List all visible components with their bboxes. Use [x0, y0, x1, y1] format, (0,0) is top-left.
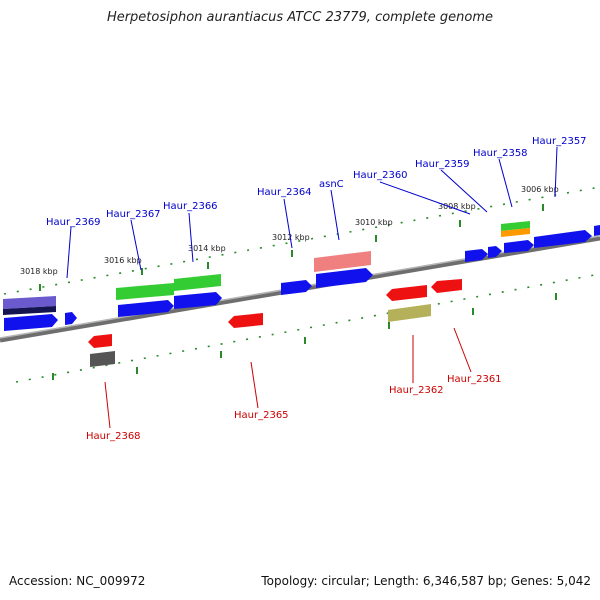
label-haur-2359[interactable]: Haur_2359 [415, 159, 470, 170]
gene-asnc[interactable] [316, 268, 373, 288]
label-haur-2362[interactable]: Haur_2362 [389, 385, 444, 396]
lower-tick-track [15, 273, 600, 383]
ruler-label-3010: 3010 kbp [355, 218, 393, 227]
gene-haur-2358[interactable] [504, 240, 534, 253]
ruler-label-3006: 3006 kbp [521, 185, 559, 194]
gene-haur-2362-olive[interactable] [388, 304, 431, 322]
gene-haur-2359[interactable] [488, 246, 502, 258]
gene-small-blue[interactable] [65, 312, 77, 325]
label-haur-2357[interactable]: Haur_2357 [532, 136, 587, 147]
label-leaders [66, 146, 558, 429]
ruler-label-3008: 3008 kbp [438, 202, 476, 211]
label-haur-2365[interactable]: Haur_2365 [234, 410, 289, 421]
gene-haur-2358-orange[interactable] [501, 228, 530, 237]
label-haur-2368[interactable]: Haur_2368 [86, 431, 141, 442]
label-haur-2360[interactable]: Haur_2360 [353, 170, 408, 181]
map-title: Herpetosiphon aurantiacus ATCC 23779, co… [106, 10, 494, 25]
gene-labels: Haur_2369 Haur_2367 Haur_2366 Haur_2364 … [46, 136, 587, 442]
forward-genes [3, 221, 600, 331]
ruler-label-3018: 3018 kbp [20, 267, 58, 276]
gene-haur-2362[interactable] [386, 285, 427, 301]
gene-haur-2369[interactable] [4, 314, 58, 331]
genome-summary-text: Topology: circular; Length: 6,346,587 bp… [261, 574, 591, 588]
label-haur-2366[interactable]: Haur_2366 [163, 201, 218, 212]
gene-haur-2360[interactable] [465, 249, 488, 262]
gene-navy-feature[interactable] [3, 306, 56, 315]
gene-haur-2361[interactable] [431, 279, 462, 293]
reverse-genes [88, 279, 462, 367]
gene-purple-feature[interactable] [3, 296, 56, 309]
gene-haur-2367-green[interactable] [116, 283, 174, 300]
gene-haur-2366-green[interactable] [174, 274, 221, 291]
label-haur-2358[interactable]: Haur_2358 [473, 148, 528, 159]
gene-haur-2367[interactable] [118, 300, 174, 317]
gene-haur-2358-green[interactable] [501, 221, 530, 231]
ruler-label-3016: 3016 kbp [104, 256, 142, 265]
accession-text: Accession: NC_009972 [9, 574, 146, 588]
label-asnc[interactable]: asnC [319, 179, 344, 190]
ruler-label-3014: 3014 kbp [188, 244, 226, 253]
gene-edge-blue[interactable] [594, 225, 600, 236]
gene-asnc-pink[interactable] [314, 251, 371, 272]
gene-haur-2357[interactable] [534, 230, 592, 248]
gene-haur-2366[interactable] [174, 292, 222, 309]
gene-haur-2368[interactable] [88, 334, 112, 348]
ruler-label-3012: 3012 kbp [272, 233, 310, 242]
label-haur-2367[interactable]: Haur_2367 [106, 209, 161, 220]
label-haur-2361[interactable]: Haur_2361 [447, 374, 502, 385]
label-haur-2364[interactable]: Haur_2364 [257, 187, 312, 198]
gene-haur-2365[interactable] [228, 313, 263, 328]
major-ticks [39, 204, 557, 380]
gene-haur-2364[interactable] [281, 280, 312, 295]
label-haur-2369[interactable]: Haur_2369 [46, 217, 101, 228]
gene-haur-2368-grey[interactable] [90, 351, 115, 367]
